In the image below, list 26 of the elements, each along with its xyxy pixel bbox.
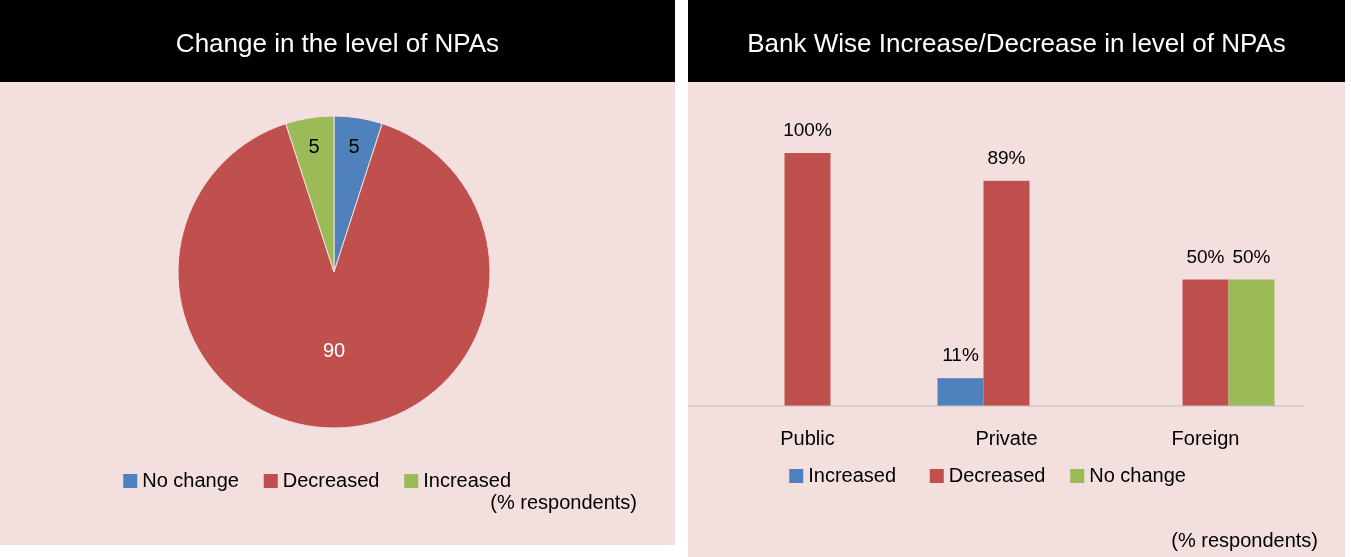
data-label: 50% [1186,245,1225,267]
data-label: 11% [942,344,979,366]
bar [784,153,831,406]
data-label: 89% [987,146,1026,168]
legend-label: Decreased [948,464,1046,486]
text: (% respondents) [1171,529,1318,551]
x-tick-label: Public [780,427,835,449]
chart-title: Change in the level of NPAs [175,28,500,58]
data-label: 50% [1232,245,1271,267]
legend-label: No change [142,469,239,491]
legend-label: Decreased [282,469,380,491]
bar [1228,279,1275,406]
chart-title: Bank Wise Increase/Decrease in level of NPAs [747,28,1286,58]
data-label: 5 [308,134,320,157]
text: (% respondents) [490,491,637,513]
legend-label: No change [1089,464,1186,486]
legend-label: Increased [808,464,897,486]
x-tick-label: Private [975,427,1038,449]
data-label: 5 [348,134,360,157]
bar [937,378,984,406]
bar [983,180,1030,406]
data-label: 90 [322,339,346,361]
x-tick-label: Foreign [1171,427,1240,449]
data-label: 100% [783,119,832,140]
legend-label: Increased [423,469,512,491]
bar [1182,279,1229,406]
